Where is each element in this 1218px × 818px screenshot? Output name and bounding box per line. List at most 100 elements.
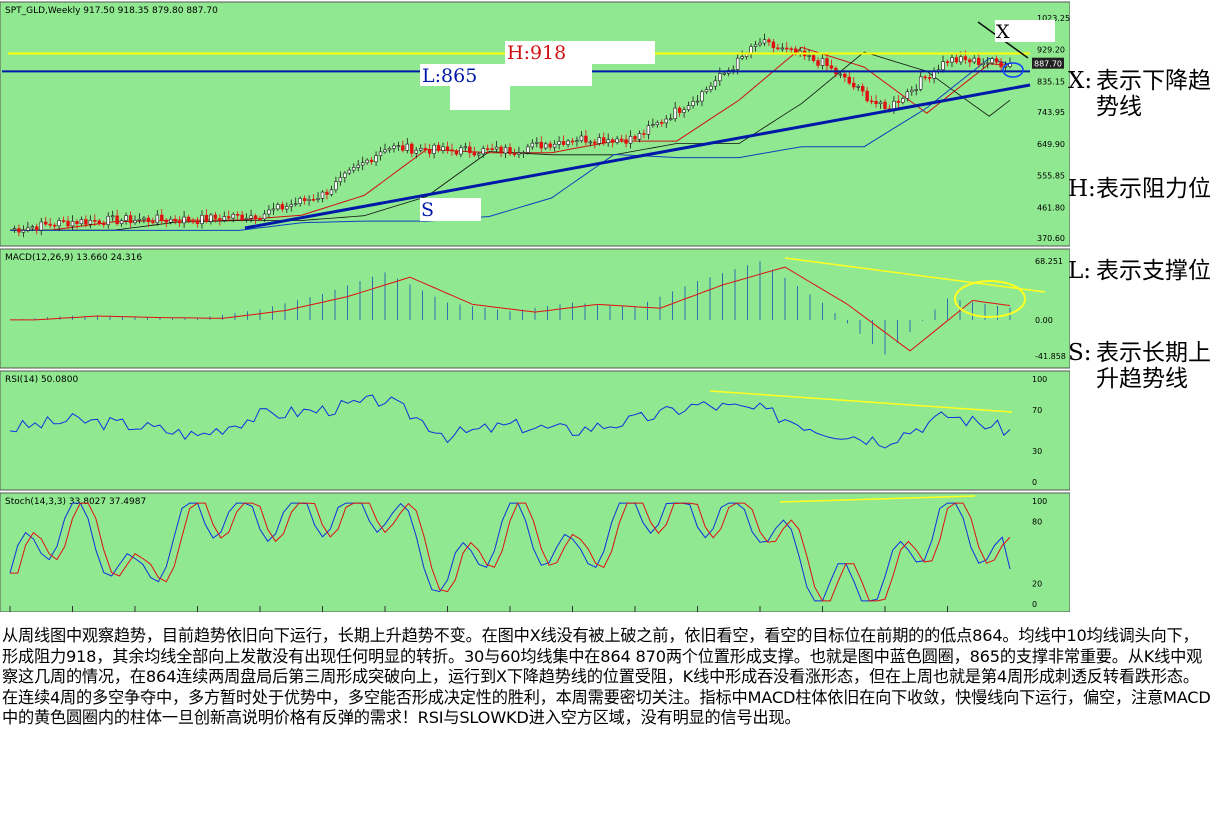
legend-x-desc: 表示下降趋势线 [1096,68,1211,120]
candle-body [932,71,936,79]
candle-body [115,215,119,225]
stoch-d-line [10,502,1011,602]
candle-body [588,141,593,144]
candle-body [740,56,744,59]
candle-body [289,204,293,207]
candle-body [673,107,677,119]
candle-body [945,61,950,63]
candle-body [294,203,298,205]
legend-x-key: X: [1068,68,1093,94]
candle-body [731,69,735,71]
candle-body [896,100,901,103]
candle-body [360,162,365,166]
candle-body [432,144,436,154]
legend-s: S: 表示长期上升趋势线 [1068,340,1218,392]
candle-body [856,85,860,88]
candle-body [191,220,195,223]
uptrend-line-s [244,83,1031,230]
candle-body [392,145,396,149]
candle-body [186,216,191,222]
candle-body [579,135,584,141]
candle-body [878,101,883,104]
candle-body [472,152,476,156]
x-label-box [995,20,1055,42]
candle-body [637,133,642,140]
candle-body [972,57,976,63]
candle-body [481,148,485,155]
candle-body [231,214,235,219]
candle-body [477,153,481,156]
candle-body [39,221,43,231]
stoch-k-line [9,502,1011,602]
candle-body [503,147,508,154]
candle-body [414,149,418,154]
candle-body [195,220,200,224]
candle-body [75,221,79,225]
macd-header: MACD(12,26,9) 13.660 24.316 [5,253,142,263]
candle-body [240,214,244,220]
candle-body [552,143,557,148]
candle-body [209,214,213,222]
price-y-tick: 1023.25 [1037,14,1070,23]
candle-body [602,137,606,143]
candle-body [682,109,686,113]
candle-body [499,146,503,154]
candle-body [780,47,785,50]
candle-body [633,136,637,140]
last-price-tag [1032,57,1064,69]
candle-body [298,198,302,204]
macd-divergence-line [784,257,1046,293]
candle-body [544,143,548,149]
candle-body [825,58,829,67]
candle-body [454,150,459,155]
candle-body [258,218,262,221]
candle-body [789,48,793,50]
candle-body [651,124,655,126]
candle-body [334,181,338,191]
candle-body [968,59,972,63]
price-y-tick: 370.60 [1037,234,1065,243]
macd-y-tick: 68.251 [1035,257,1063,266]
candle-body [901,98,905,103]
candle-body [927,77,932,79]
price-y-tick: 743.95 [1037,108,1065,117]
candle-body [923,76,927,79]
candle-body [677,107,682,113]
legend-l-key: L: [1068,258,1092,284]
legend-s-desc: 表示长期上升趋势线 [1096,340,1211,392]
candle-body [919,76,923,90]
candle-body [615,138,619,143]
price-y-tick: 649.90 [1037,140,1065,149]
price-header: SPT_GLD,Weekly 917.50 918.35 879.80 887.… [5,6,218,16]
candle-body [374,155,378,163]
legend-h-desc: 表示阻力位 [1096,176,1211,202]
rsi-y-tick: 0 [1032,478,1037,487]
candle-body [21,230,26,233]
candle-body [642,133,646,135]
macd-yellow-circle [954,280,1026,318]
candle-body [709,85,713,90]
candle-body [244,217,249,220]
candle-body [950,57,954,63]
candle-body [352,167,356,171]
candle-body [526,146,530,153]
candle-body [575,140,579,142]
candle-body [378,151,383,156]
support-circle [1002,62,1024,78]
candle-body [106,215,110,226]
l-label-box-lower [450,86,510,110]
candle-body [722,72,726,75]
candle-body [762,39,767,44]
l-label: L:865 [422,65,478,87]
candle-body [271,208,276,211]
candle-body [441,146,445,151]
candle-body [253,215,258,220]
candle-body [436,144,441,151]
price-y-tick: 929.20 [1037,46,1065,55]
candle-body [847,76,851,84]
candle-body [88,219,93,225]
candle-body [137,218,142,221]
rsi-y-tick: 100 [1032,375,1047,384]
candle-body [954,57,959,63]
candle-body [744,53,749,57]
